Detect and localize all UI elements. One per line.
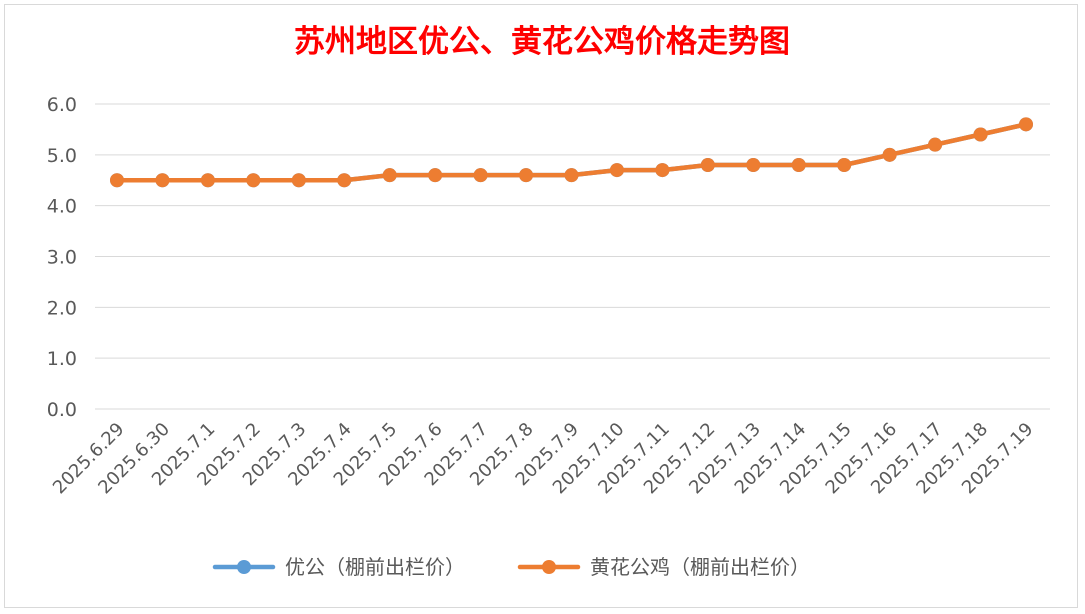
chart-frame <box>4 4 1078 608</box>
data-point <box>337 173 352 188</box>
data-point <box>791 158 806 172</box>
legend-item: 优公（棚前出栏价） <box>212 555 465 579</box>
data-point <box>655 163 670 178</box>
y-tick-label: 1.0 <box>47 348 77 370</box>
y-tick-label: 3.0 <box>47 247 77 269</box>
y-tick-label: 0.0 <box>47 399 77 421</box>
data-point <box>200 173 215 188</box>
legend-item: 黄花公鸡（棚前出栏价） <box>517 555 810 579</box>
legend: 优公（棚前出栏价） 黄花公鸡（棚前出栏价） <box>212 555 810 579</box>
data-point <box>837 158 852 172</box>
x-axis-ticks: 2025.6.292025.6.302025.7.12025.7.22025.7… <box>49 419 1038 499</box>
series-2 <box>110 117 1033 188</box>
data-point <box>473 168 488 183</box>
y-axis-ticks: 0.0 1.0 2.0 3.0 4.0 5.0 6.0 <box>47 94 77 421</box>
data-point <box>246 173 261 188</box>
data-point <box>609 163 624 178</box>
data-point <box>973 127 988 142</box>
data-point <box>700 158 715 172</box>
legend-dot-marker <box>237 560 251 574</box>
data-point <box>382 168 397 183</box>
y-tick-label: 4.0 <box>47 196 77 218</box>
y-tick-label: 5.0 <box>47 145 77 167</box>
series-group <box>110 117 1033 188</box>
chart-title: 苏州地区优公、黄花公鸡价格走势图 <box>294 24 790 60</box>
data-point <box>928 137 943 152</box>
data-point <box>564 168 579 183</box>
data-point <box>110 173 124 188</box>
y-tick-label: 6.0 <box>47 94 77 116</box>
data-point <box>519 168 534 183</box>
data-point <box>291 173 306 188</box>
legend-label: 黄花公鸡（棚前出栏价） <box>590 555 810 579</box>
y-tick-label: 2.0 <box>47 297 77 319</box>
data-point <box>428 168 443 183</box>
legend-label: 优公（棚前出栏价） <box>285 555 465 579</box>
data-point <box>155 173 170 188</box>
data-point <box>1019 117 1033 132</box>
legend-dot-marker <box>542 560 556 574</box>
data-point <box>746 158 761 172</box>
data-point <box>882 147 897 162</box>
